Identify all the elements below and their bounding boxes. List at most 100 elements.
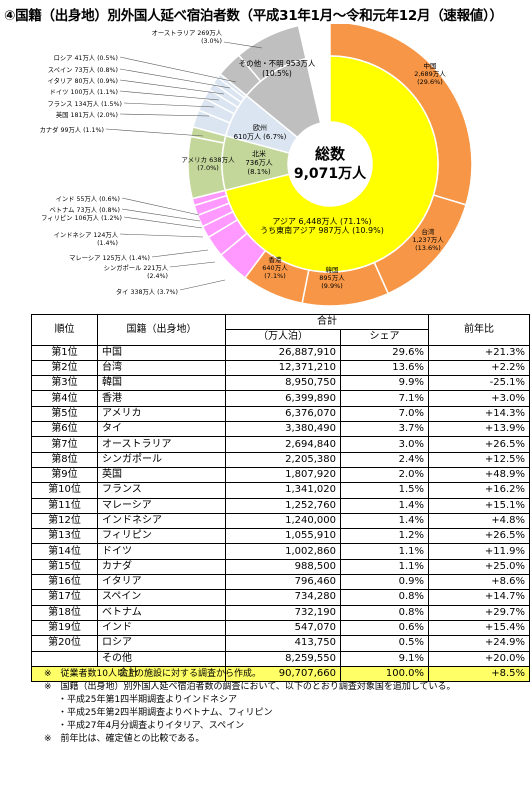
rank-cell: 第16位: [31, 574, 98, 591]
table-row: 第4位 香港 6,399,890 7.1% +3.0%: [31, 390, 530, 407]
total-cell: 734,280: [225, 589, 341, 606]
footnote: ※ 国籍（出身地）別外国人延べ宿泊者数の調査において、以下のとおり調査対象国を追…: [44, 682, 456, 692]
footnote: ・平成25年第2四半期調査よりベトナム、フィリピン: [58, 708, 273, 718]
country-cell: 英国: [97, 466, 226, 484]
inner-ring: [221, 55, 439, 273]
yoy-cell: +29.7%: [428, 604, 530, 621]
share-cell: 0.8%: [340, 604, 429, 621]
yoy-cell: +16.2%: [428, 482, 530, 499]
yoy-cell: +14.7%: [428, 589, 530, 606]
leader-line: [119, 68, 231, 89]
country-cell: アメリカ: [97, 405, 226, 423]
total-cell: 1,341,020: [225, 482, 341, 499]
yoy-cell: +2.2%: [428, 359, 530, 377]
header-yoy: 前年比: [428, 314, 530, 346]
slice-label: 2,689万人: [414, 70, 446, 78]
header-rank: 順位: [31, 314, 98, 346]
slice-label: インドネシア 124万人: [54, 231, 119, 239]
total-cell: 8,950,750: [225, 375, 341, 392]
yoy-cell: +8.6%: [428, 574, 530, 591]
country-cell: マレーシア: [97, 497, 226, 514]
country-cell: フィリピン: [97, 528, 226, 545]
footnote: ・平成25年第1四半期調査よりインドネシア: [58, 695, 237, 705]
leader-line: [119, 90, 220, 101]
rank-cell: 第10位: [31, 482, 98, 499]
slice-label: フィリピン 106万人 (1.2%): [41, 214, 122, 222]
total-cell: 732,190: [225, 604, 341, 621]
nationality-donut-chart: 総数 9,071万人 アジア 6,448万人 (71.1%)うち東南アジア 98…: [40, 24, 473, 307]
rank-cell: 第15位: [31, 558, 98, 576]
yoy-cell: -25.1%: [428, 375, 530, 392]
slice-label: アメリカ 638万人: [181, 156, 235, 164]
chart-labels: アジア 6,448万人 (71.1%)うち東南アジア 987万人 (10.9%)…: [40, 29, 447, 296]
leader-line: [119, 79, 225, 95]
rank-cell: [31, 650, 98, 667]
table-row: 第12位 インドネシア 1,240,000 1.4% +4.8%: [31, 512, 530, 530]
leader-line: [105, 128, 204, 137]
rank-cell: 第17位: [31, 589, 98, 606]
center-label-value: 9,071万人: [294, 165, 367, 182]
slice-label: その他・不明 953万人: [239, 58, 316, 68]
rank-cell: 第18位: [31, 604, 98, 621]
total-cell: 796,460: [225, 574, 341, 591]
country-cell: オーストラリア: [97, 436, 226, 453]
yoy-cell: +21.3%: [428, 344, 530, 361]
slice-label: アジア 6,448万人 (71.1%): [272, 217, 371, 226]
slice-label: 1,237万人: [412, 236, 444, 244]
total-cell: 547,070: [225, 619, 341, 637]
table-row: 第11位 マレーシア 1,252,760 1.4% +15.1%: [31, 497, 530, 514]
rank-cell: 第11位: [31, 497, 98, 514]
slice-label: フランス 134万人 (1.5%): [47, 100, 122, 108]
slice-label: タイ 338万人 (3.7%): [116, 287, 178, 296]
slice-label: オーストラリア 269万人: [152, 29, 223, 37]
center-hole: [288, 122, 372, 206]
total-cell: 2,205,380: [225, 451, 341, 468]
slice-label: ベトナム 73万人 (0.8%): [49, 206, 120, 214]
yoy-cell: +11.9%: [428, 543, 530, 560]
footnotes: ※ 従業者数10人以上の施設に対する調査から作成。 ※ 国籍（出身地）別外国人延…: [44, 668, 524, 746]
slice-label: シンガポール 221万人: [104, 263, 169, 272]
country-cell: ベトナム: [97, 604, 226, 621]
table-row: 第10位 フランス 1,341,020 1.5% +16.2%: [31, 482, 530, 499]
table-row: 第7位 オーストラリア 2,694,840 3.0% +26.5%: [31, 436, 530, 453]
total-cell: 988,500: [225, 558, 341, 576]
share-cell: 7.1%: [340, 390, 429, 407]
leader-line: [223, 41, 263, 49]
table-row: 第2位 台湾 12,371,210 13.6% +2.2%: [31, 359, 530, 377]
table-row: 第15位 カナダ 988,500 1.1% +25.0%: [31, 558, 530, 576]
leader-line: [119, 113, 210, 117]
table-row: 第8位 シンガポール 2,205,380 2.4% +12.5%: [31, 451, 530, 468]
share-cell: 3.7%: [340, 421, 429, 438]
leader-line: [119, 233, 204, 238]
country-cell: イタリア: [97, 574, 226, 591]
total-cell: 2,694,840: [225, 436, 341, 453]
country-cell: フランス: [97, 482, 226, 499]
total-cell: 1,252,760: [225, 497, 341, 514]
leader-line: [169, 261, 216, 268]
total-yoy: +8.5%: [428, 665, 530, 683]
slice-label: (7.1%): [264, 272, 286, 280]
yoy-cell: +12.5%: [428, 451, 530, 468]
slice-label: 欧州: [253, 123, 267, 132]
share-cell: 2.4%: [340, 451, 429, 468]
total-cell: 8,259,550: [225, 650, 341, 667]
slice-label: インド 55万人 (0.6%): [56, 195, 120, 203]
country-cell: 韓国: [97, 375, 226, 392]
share-cell: 1.4%: [340, 512, 429, 530]
yoy-cell: +14.3%: [428, 405, 530, 423]
table-row: 第20位 ロシア 413,750 0.5% +24.9%: [31, 635, 530, 652]
yoy-cell: +13.9%: [428, 421, 530, 438]
total-value: 90,707,660: [225, 665, 341, 683]
yoy-cell: +26.5%: [428, 528, 530, 545]
slice-label: (1.4%): [97, 240, 118, 247]
yoy-cell: +15.1%: [428, 497, 530, 514]
table-row: 第1位 中国 26,887,910 29.6% +21.3%: [31, 344, 530, 361]
footnote: ※ 従業者数10人以上の施設に対する調査から作成。: [44, 669, 261, 679]
header-country: 国籍（出身地）: [97, 314, 226, 346]
header-unit: （万人泊）: [225, 329, 341, 346]
rank-cell: 第4位: [31, 390, 98, 407]
total-cell: 3,380,490: [225, 421, 341, 438]
rank-cell: 第7位: [31, 436, 98, 453]
country-cell: カナダ: [97, 558, 226, 576]
slice-label: 640万人: [262, 264, 288, 272]
